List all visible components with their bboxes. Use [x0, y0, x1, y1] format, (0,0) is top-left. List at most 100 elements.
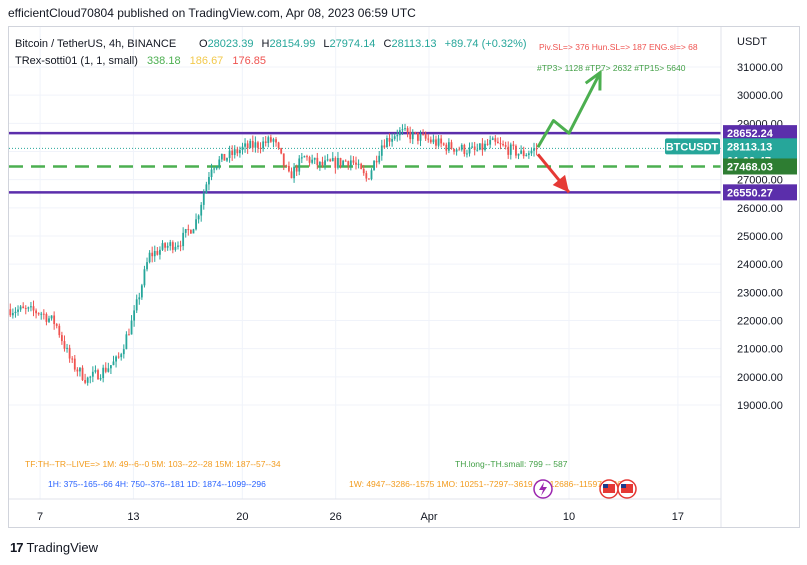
time-tick-label: 10 [563, 511, 575, 523]
candle-body [486, 143, 489, 145]
candle-body [138, 297, 141, 300]
candle-body [370, 170, 373, 180]
candle-body [298, 158, 301, 172]
overlay-tf-row: TF:TH--TR--LIVE=> 1M: 49--6--0 5M: 103--… [25, 459, 281, 469]
candle-body [285, 165, 288, 167]
candle-body [269, 137, 272, 142]
candle-body [393, 136, 396, 139]
candle-body [53, 315, 56, 325]
candle-body [66, 347, 68, 349]
candle-body [450, 142, 453, 149]
candle-body [435, 139, 437, 146]
candle-body [520, 150, 523, 154]
candle-body [161, 243, 164, 250]
candle-body [169, 242, 172, 246]
candle-body [530, 150, 533, 154]
candle-body [494, 138, 497, 142]
candle-body [122, 349, 125, 355]
tradingview-footer[interactable]: 17 TradingView [10, 540, 98, 555]
candle-body [306, 156, 308, 158]
candle-body [422, 134, 424, 136]
candle-body [313, 157, 316, 160]
candle-body [339, 157, 342, 166]
candle-body [275, 139, 277, 143]
legend-symbol[interactable]: Bitcoin / TetherUS, 4h, BINANCE [15, 38, 176, 50]
candle-body [164, 243, 166, 248]
candle-body [504, 145, 507, 147]
candle-body [334, 157, 337, 168]
legend-indicator[interactable]: TRex-sotti01 (1, 1, small) 338.18 186.67… [15, 55, 266, 67]
tradingview-brand: TradingView [26, 540, 99, 555]
candle-body [195, 219, 197, 230]
candle-body [239, 150, 241, 154]
candle-body [251, 140, 254, 148]
candle-body [417, 132, 419, 141]
candle-body [507, 146, 510, 155]
price-tick-label: 26000.00 [737, 203, 783, 215]
candle-body [311, 159, 314, 163]
candle-body [409, 131, 412, 140]
candle-body [460, 144, 463, 150]
candle-body [509, 144, 512, 155]
price-axis-currency: USDT [737, 36, 767, 48]
candle-body [473, 146, 476, 150]
candle-body [259, 147, 262, 149]
lightning-icon[interactable] [533, 479, 553, 499]
candle-body [398, 130, 401, 136]
price-label: 26550.27 [727, 187, 773, 199]
candle-body [231, 150, 234, 155]
candle-body [55, 324, 58, 326]
candle-body [156, 251, 159, 255]
price-tick-label: 30000.00 [737, 90, 783, 102]
candle-body [404, 128, 406, 130]
candle-body [264, 141, 267, 144]
symbol-badge [665, 138, 720, 155]
candle-body [97, 370, 99, 380]
us-flag-icon[interactable] [599, 479, 619, 499]
time-tick-label: 26 [330, 511, 342, 523]
candle-body [171, 242, 174, 250]
candle-body [489, 139, 492, 145]
candle-body [365, 173, 368, 179]
candle-body [187, 229, 190, 231]
time-tick-label: Apr [420, 511, 437, 523]
candle-body [288, 165, 290, 172]
projection-bullish-line [536, 71, 602, 149]
candle-body [388, 138, 391, 142]
candle-body [290, 171, 293, 179]
price-label-bg [723, 125, 797, 142]
candle-body [22, 306, 25, 309]
candle-body [45, 314, 48, 322]
candle-body [455, 149, 458, 152]
candle-body [19, 306, 22, 310]
candle-body [391, 138, 394, 142]
us-flag-icon-2[interactable] [617, 479, 637, 499]
candle-body [326, 159, 329, 161]
candle-body [148, 252, 151, 263]
candle-body [349, 160, 352, 166]
candle-body [218, 159, 221, 167]
candle-body [468, 147, 471, 154]
price-tick-label: 24000.00 [737, 259, 783, 271]
time-tick-label: 20 [236, 511, 248, 523]
candle-body [303, 156, 306, 158]
candle-body [42, 313, 45, 315]
candle-body [40, 313, 43, 315]
candle-body [9, 309, 12, 316]
candle-body [86, 377, 89, 383]
candle-body [502, 143, 504, 146]
candle-body [254, 142, 257, 148]
chart-svg[interactable]: USDT31000.0030000.0029000.0028000.002700… [9, 27, 800, 528]
publish-header: efficientCloud70804 published on Trading… [8, 6, 416, 20]
candle-body [337, 157, 339, 168]
candle-body [177, 245, 179, 247]
overlay-sl-row: Piv.SL=> 376 Hun.SL=> 187 ENG.sl=> 68 [539, 42, 698, 52]
candle-body [427, 138, 430, 140]
candle-body [244, 143, 246, 147]
candle-body [362, 168, 365, 174]
candle-body [14, 311, 17, 314]
candle-body [76, 369, 79, 372]
candle-body [324, 160, 326, 166]
chart-frame[interactable]: USDT31000.0030000.0029000.0028000.002700… [8, 26, 800, 528]
candle-body [208, 177, 210, 185]
